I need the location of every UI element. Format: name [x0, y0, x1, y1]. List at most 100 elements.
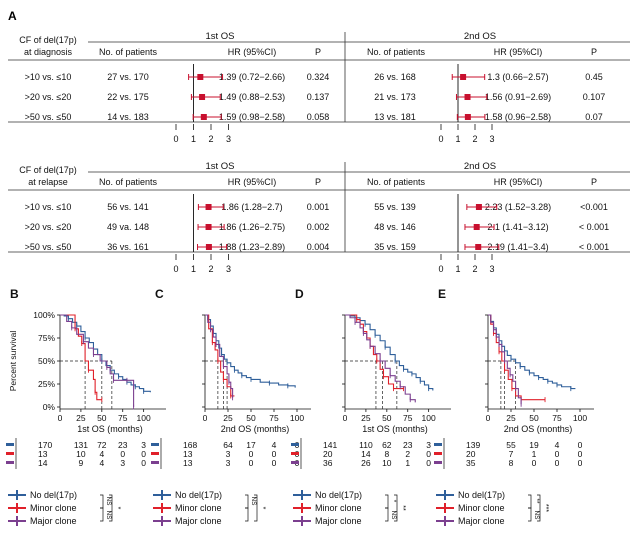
forest-plots: CF of del(17p) at diagnosis 1st OS No. of p… [8, 31, 630, 274]
risk-count: 0 [578, 440, 583, 450]
risk-count: 23 [403, 440, 413, 450]
panel-label-c: C [155, 287, 164, 301]
hr-point [197, 74, 204, 80]
hr-point [464, 94, 471, 100]
row-p-value: 0.45 [585, 72, 603, 82]
row-patients: 14 vs. 183 [107, 112, 149, 122]
risk-count: 20 [466, 449, 476, 459]
axis-tick-label: 0 [438, 134, 443, 144]
row-patients: 49 va. 148 [107, 222, 149, 232]
row-label: >20 vs. ≤20 [25, 92, 72, 102]
row-label: >20 vs. ≤20 [25, 222, 72, 232]
row-patients: 56 vs. 141 [107, 202, 149, 212]
x-tick-label: 75 [552, 413, 562, 423]
legend-label: Major clone [175, 516, 222, 526]
risk-count: 8 [509, 458, 514, 468]
legend-label: No del(17p) [458, 490, 505, 500]
sig-label-2: NS [105, 510, 112, 520]
risk-count: 64 [223, 440, 233, 450]
row-p-value: 0.07 [585, 112, 603, 122]
group-title: 1st OS [205, 161, 234, 172]
legend-label: Minor clone [30, 503, 77, 513]
hr-point [205, 204, 212, 210]
row-hr-text: 1.56 (0.91−2.69) [485, 92, 551, 102]
risk-swatch-minor [151, 452, 159, 455]
legend-label: No del(17p) [30, 490, 77, 500]
row-p-value: < 0.001 [579, 222, 609, 232]
row-p-value: < 0.001 [579, 242, 609, 252]
sig-bracket-2 [385, 507, 389, 522]
y-tick-label: 25% [38, 379, 55, 389]
hr-point [475, 204, 482, 210]
risk-swatch-major [291, 461, 299, 464]
row-hr-text: 2.1 (1.41−3.12) [487, 222, 548, 232]
x-axis-label: 1st OS (months) [77, 424, 143, 434]
risk-swatch-minor [291, 452, 299, 455]
risk-count: 0 [272, 458, 277, 468]
risk-swatch-no-del [151, 443, 159, 446]
x-tick-label: 75 [403, 413, 413, 423]
row-label: >10 vs. ≤10 [25, 72, 72, 82]
col-header-p: P [591, 47, 597, 57]
row-p-value: 0.004 [307, 242, 330, 252]
row-hr-text: 1.88 (1.23−2.89) [219, 242, 285, 252]
axis-tick-label: 2 [208, 134, 213, 144]
x-tick-label: 75 [118, 413, 128, 423]
row-hr-text: 2.19 (1.41−3.4) [487, 242, 548, 252]
x-axis-label: 2nd OS (months) [504, 424, 573, 434]
risk-count: 3 [226, 458, 231, 468]
row-label-header-line1: CF of del(17p) [19, 165, 77, 175]
risk-swatch-major [151, 461, 159, 464]
risk-count: 4 [99, 458, 104, 468]
sig-bracket-1 [528, 494, 532, 509]
risk-count: 0 [272, 449, 277, 459]
sig-label-outer: * [259, 507, 266, 510]
row-hr-text: 2.23 (1.52−3.28) [485, 202, 551, 212]
row-hr-text: 1.39 (0.72−2.66) [219, 72, 285, 82]
km-curve-major [345, 314, 416, 403]
risk-count: 35 [466, 458, 476, 468]
risk-swatch-no-del [291, 443, 299, 446]
risk-swatch-minor [6, 452, 14, 455]
risk-count: 36 [323, 458, 333, 468]
row-p-value: 0.324 [307, 72, 330, 82]
sig-bracket-2 [100, 507, 104, 522]
x-tick-label: 100 [422, 413, 436, 423]
risk-count: 170 [38, 440, 52, 450]
hr-point [200, 114, 207, 120]
risk-count: 0 [249, 449, 254, 459]
sig-label-2: NS [390, 510, 397, 520]
risk-count: 141 [323, 440, 337, 450]
km-curve-major [60, 314, 135, 407]
hr-point [205, 224, 212, 230]
risk-count: 3 [226, 449, 231, 459]
sig-bracket-1 [245, 494, 249, 509]
sig-label-1: NS [250, 496, 257, 506]
axis-tick-label: 3 [489, 264, 494, 274]
risk-count: 139 [466, 440, 480, 450]
row-patients: 48 vs. 146 [374, 222, 416, 232]
risk-count: 4 [272, 440, 277, 450]
x-tick-label: 25 [76, 413, 86, 423]
row-patients: 36 vs. 161 [107, 242, 149, 252]
x-tick-label: 0 [58, 413, 63, 423]
row-p-value: 0.137 [307, 92, 330, 102]
legend-label: No del(17p) [315, 490, 362, 500]
x-tick-label: 100 [290, 413, 304, 423]
risk-swatch-no-del [434, 443, 442, 446]
axis-tick-label: 1 [455, 134, 460, 144]
risk-swatch-major [434, 461, 442, 464]
col-header-patients: No. of patients [99, 177, 158, 187]
km-curve-no-del [488, 314, 576, 390]
hr-point [205, 244, 212, 250]
risk-count: 3 [141, 440, 146, 450]
col-header-p: P [315, 47, 321, 57]
legend-label: Minor clone [458, 503, 505, 513]
risk-count: 9 [79, 458, 84, 468]
risk-count: 110 [359, 440, 373, 450]
hr-point [475, 244, 482, 250]
risk-count: 8 [384, 449, 389, 459]
axis-tick-label: 0 [438, 264, 443, 274]
